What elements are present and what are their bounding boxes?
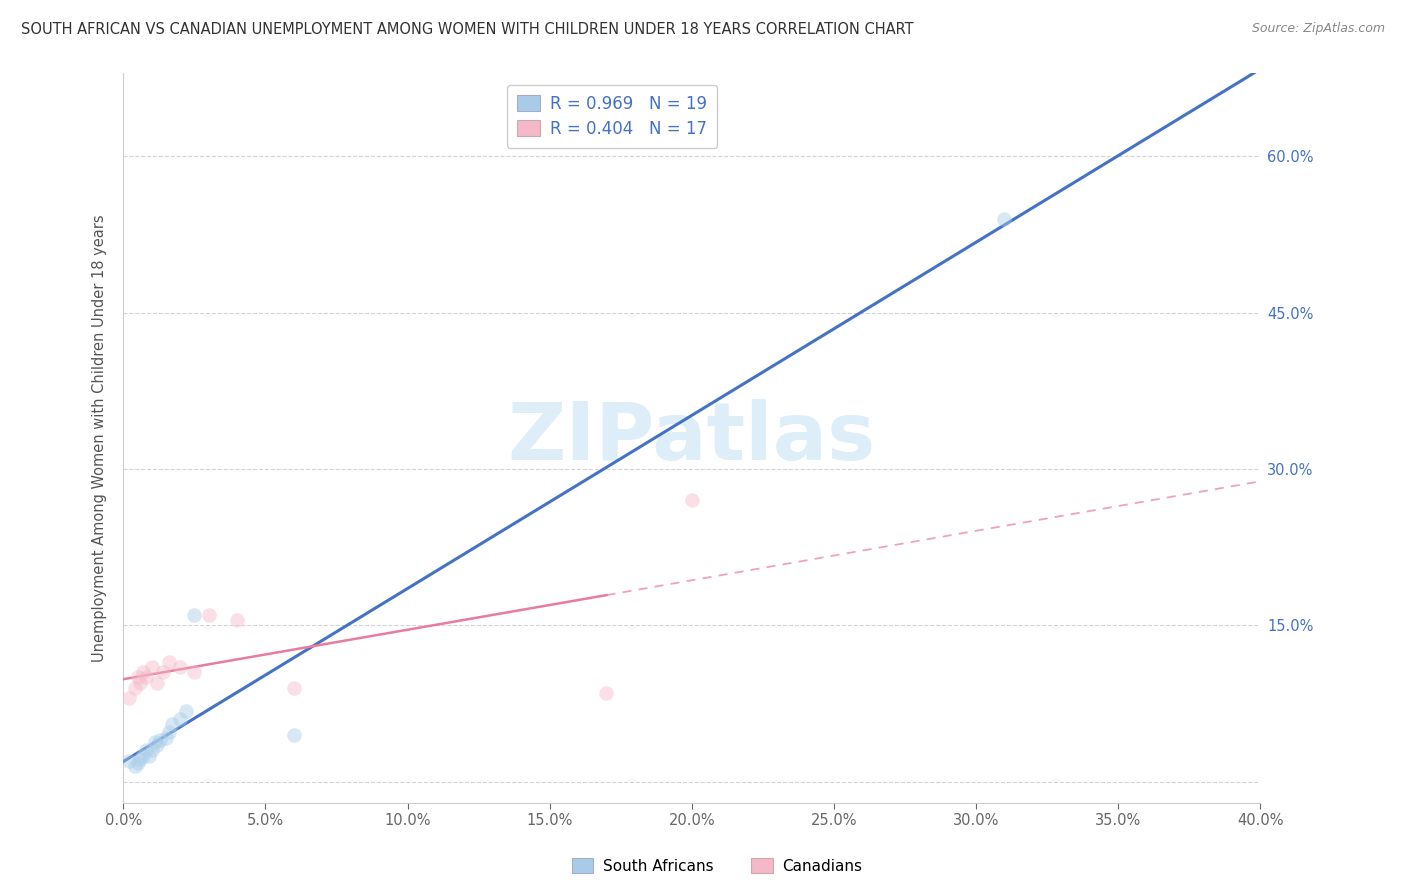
Point — [169, 712, 191, 726]
Point — [141, 660, 163, 674]
Point — [118, 691, 141, 706]
Point — [132, 748, 155, 763]
Point — [169, 660, 191, 674]
Point — [129, 675, 152, 690]
Point — [283, 728, 305, 742]
Point — [124, 681, 146, 695]
Point — [118, 754, 141, 768]
Point — [183, 607, 205, 622]
Point — [155, 731, 177, 745]
Point — [149, 733, 172, 747]
Point — [124, 759, 146, 773]
Point — [135, 743, 157, 757]
Point — [135, 670, 157, 684]
Point — [226, 613, 249, 627]
Point — [595, 686, 617, 700]
Text: Source: ZipAtlas.com: Source: ZipAtlas.com — [1251, 22, 1385, 36]
Point — [127, 670, 149, 684]
Point — [138, 748, 160, 763]
Point — [132, 665, 155, 680]
Point — [129, 752, 152, 766]
Point — [160, 717, 183, 731]
Text: ZIPatlas: ZIPatlas — [508, 399, 876, 476]
Point — [146, 675, 169, 690]
Point — [283, 681, 305, 695]
Legend: South Africans, Canadians: South Africans, Canadians — [567, 852, 868, 880]
Point — [174, 704, 197, 718]
Point — [993, 211, 1015, 226]
Y-axis label: Unemployment Among Women with Children Under 18 years: Unemployment Among Women with Children U… — [93, 214, 107, 662]
Point — [681, 493, 703, 508]
Point — [127, 756, 149, 770]
Point — [146, 738, 169, 752]
Point — [197, 607, 219, 622]
Point — [141, 743, 163, 757]
Text: SOUTH AFRICAN VS CANADIAN UNEMPLOYMENT AMONG WOMEN WITH CHILDREN UNDER 18 YEARS : SOUTH AFRICAN VS CANADIAN UNEMPLOYMENT A… — [21, 22, 914, 37]
Point — [152, 665, 174, 680]
Point — [143, 735, 166, 749]
Legend: R = 0.969   N = 19, R = 0.404   N = 17: R = 0.969 N = 19, R = 0.404 N = 17 — [506, 85, 717, 148]
Point — [157, 655, 180, 669]
Point — [157, 724, 180, 739]
Point — [183, 665, 205, 680]
